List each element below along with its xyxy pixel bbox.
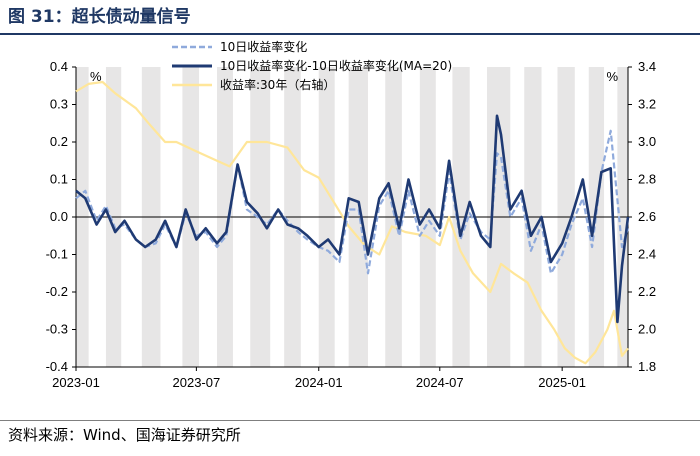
right-tick-label: 3.2 bbox=[638, 97, 656, 112]
legend-label-2: 收益率:30年（右轴） bbox=[220, 77, 335, 92]
left-tick-label: 0.0 bbox=[50, 209, 68, 224]
source-note: 资料来源：Wind、国海证券研究所 bbox=[8, 426, 241, 444]
figure-title: 图 31：超长债动量信号 bbox=[8, 7, 191, 27]
right-tick-label: 2.0 bbox=[638, 322, 656, 337]
left-tick-label: 0.4 bbox=[50, 59, 68, 74]
legend: 10日收益率变化 10日收益率变化-10日收益率变化(MA=20) 收益率:30年（… bbox=[172, 39, 452, 92]
x-tick-label: 2025-01 bbox=[538, 375, 586, 390]
source-divider bbox=[0, 420, 700, 421]
x-tick-label: 2023-07 bbox=[173, 375, 221, 390]
x-tick-label: 2023-01 bbox=[52, 375, 100, 390]
left-tick-label: -0.2 bbox=[46, 284, 68, 299]
right-tick-label: 2.8 bbox=[638, 172, 656, 187]
left-tick-label: 0.1 bbox=[50, 172, 68, 187]
legend-label-1: 10日收益率变化-10日收益率变化(MA=20) bbox=[220, 58, 452, 73]
title-divider bbox=[0, 33, 700, 35]
right-tick-label: 1.8 bbox=[638, 359, 656, 374]
left-unit-label: % bbox=[90, 69, 102, 84]
right-unit-label: % bbox=[606, 69, 618, 84]
x-tick-label: 2024-01 bbox=[295, 375, 343, 390]
left-tick-label: -0.4 bbox=[46, 359, 68, 374]
x-tick-label: 2024-07 bbox=[416, 375, 464, 390]
chart: 0.4 0.3 0.2 0.1 0.0 -0.1 -0.2 -0.3 -0.4 3.4 3.2 3.0… bbox=[46, 39, 656, 390]
left-tick-label: -0.3 bbox=[46, 322, 68, 337]
legend-label-0: 10日收益率变化 bbox=[220, 39, 307, 54]
right-tick-label: 2.6 bbox=[638, 209, 656, 224]
right-tick-label: 3.4 bbox=[638, 59, 656, 74]
left-tick-label: -0.1 bbox=[46, 247, 68, 262]
left-tick-label: 0.3 bbox=[50, 97, 68, 112]
left-tick-label: 0.2 bbox=[50, 134, 68, 149]
right-tick-label: 2.4 bbox=[638, 247, 656, 262]
series-lines bbox=[75, 80, 630, 365]
series-line-1 bbox=[75, 114, 630, 324]
series-line-2 bbox=[75, 80, 629, 365]
right-tick-label: 3.0 bbox=[638, 134, 656, 149]
right-tick-label: 2.2 bbox=[638, 284, 656, 299]
